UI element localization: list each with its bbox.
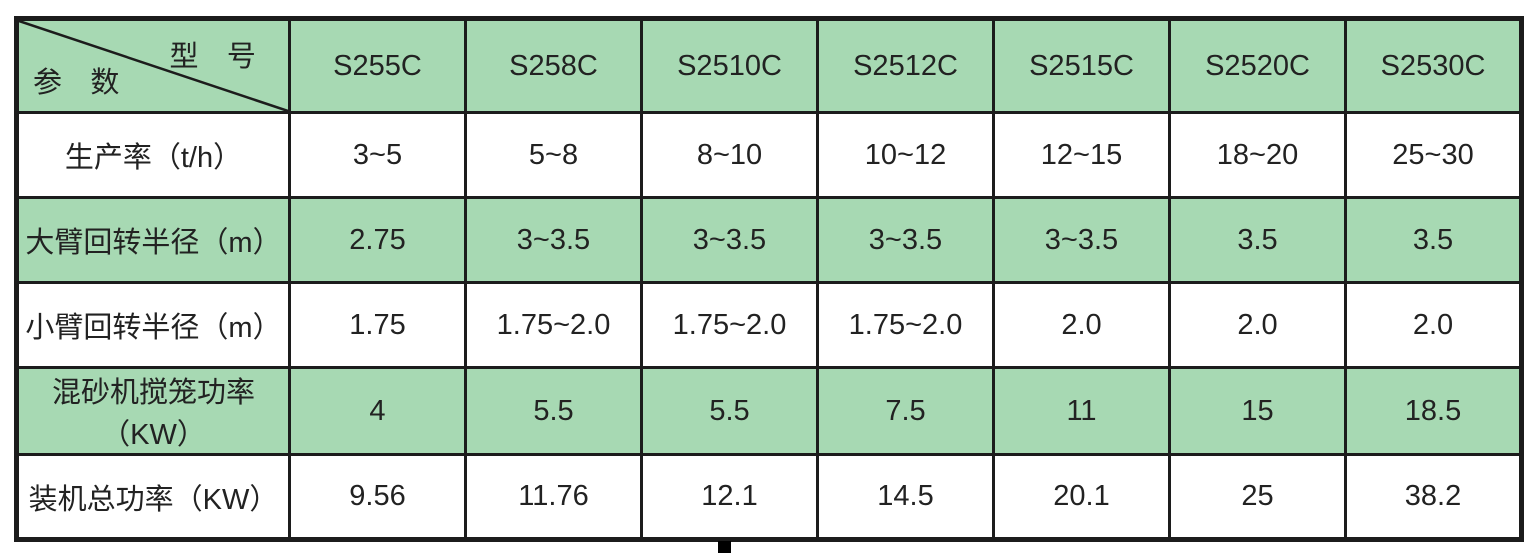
- cell-value: 3~3.5: [464, 196, 643, 284]
- cell-value: 18~20: [1168, 111, 1347, 199]
- cell-value: 5~8: [464, 111, 643, 199]
- corner-header-cell: 型 号 参 数: [15, 17, 291, 114]
- cell-value: 3~3.5: [640, 196, 819, 284]
- column-header-s2510c: S2510C: [640, 17, 819, 114]
- cell-value: 2.0: [1344, 281, 1523, 369]
- cell-value: 12~15: [992, 111, 1171, 199]
- cell-value: 2.0: [992, 281, 1171, 369]
- cell-value: 8~10: [640, 111, 819, 199]
- cell-value: 38.2: [1344, 453, 1523, 541]
- cell-value: 9.56: [288, 453, 467, 541]
- model-spec-table: 型 号 参 数 S255C S258C S2510C S2512C S2515C…: [14, 16, 1524, 542]
- row-label-small-arm-radius: 小臂回转半径（m）: [15, 281, 291, 369]
- cell-value: 3~3.5: [992, 196, 1171, 284]
- cell-value: 25~30: [1344, 111, 1523, 199]
- cell-value: 15: [1168, 366, 1347, 456]
- column-header-s2520c: S2520C: [1168, 17, 1347, 114]
- black-square-marker: [718, 541, 731, 553]
- table-row-small-arm-radius: 小臂回转半径（m） 1.75 1.75~2.0 1.75~2.0 1.75~2.…: [15, 281, 1523, 369]
- cell-value: 7.5: [816, 366, 995, 456]
- row-label-total-installed-power: 装机总功率（KW）: [15, 453, 291, 541]
- cell-value: 20.1: [992, 453, 1171, 541]
- diagonal-line: [19, 21, 288, 111]
- cell-value: 18.5: [1344, 366, 1523, 456]
- row-label-mixer-auger-power: 混砂机搅笼功率（KW）: [15, 366, 291, 456]
- table-row-production-rate: 生产率（t/h） 3~5 5~8 8~10 10~12 12~15 18~20 …: [15, 111, 1523, 199]
- cell-value: 2.0: [1168, 281, 1347, 369]
- column-header-s2515c: S2515C: [992, 17, 1171, 114]
- column-header-s2530c: S2530C: [1344, 17, 1523, 114]
- cell-value: 5.5: [464, 366, 643, 456]
- cell-value: 4: [288, 366, 467, 456]
- cell-value: 3~5: [288, 111, 467, 199]
- cell-value: 5.5: [640, 366, 819, 456]
- corner-label-model: 型 号: [169, 41, 266, 73]
- header-row: 型 号 参 数 S255C S258C S2510C S2512C S2515C…: [15, 17, 1523, 114]
- row-label-production-rate: 生产率（t/h）: [15, 111, 291, 199]
- cell-value: 10~12: [816, 111, 995, 199]
- cell-value: 1.75~2.0: [640, 281, 819, 369]
- table-row-mixer-auger-power: 混砂机搅笼功率（KW） 4 5.5 5.5 7.5 11 15 18.5: [15, 366, 1523, 456]
- cell-value: 3.5: [1168, 196, 1347, 284]
- corner-label-parameter: 参 数: [33, 67, 130, 99]
- table-row-total-installed-power: 装机总功率（KW） 9.56 11.76 12.1 14.5 20.1 25 3…: [15, 453, 1523, 541]
- table-row-big-arm-radius: 大臂回转半径（m） 2.75 3~3.5 3~3.5 3~3.5 3~3.5 3…: [15, 196, 1523, 284]
- cell-value: 1.75: [288, 281, 467, 369]
- cell-value: 1.75~2.0: [816, 281, 995, 369]
- column-header-s258c: S258C: [464, 17, 643, 114]
- cell-value: 3.5: [1344, 196, 1523, 284]
- cell-value: 1.75~2.0: [464, 281, 643, 369]
- cell-value: 25: [1168, 453, 1347, 541]
- column-header-s255c: S255C: [288, 17, 467, 114]
- cell-value: 11: [992, 366, 1171, 456]
- cell-value: 3~3.5: [816, 196, 995, 284]
- cell-value: 14.5: [816, 453, 995, 541]
- cell-value: 2.75: [288, 196, 467, 284]
- column-header-s2512c: S2512C: [816, 17, 995, 114]
- row-label-big-arm-radius: 大臂回转半径（m）: [15, 196, 291, 284]
- cell-value: 12.1: [640, 453, 819, 541]
- cell-value: 11.76: [464, 453, 643, 541]
